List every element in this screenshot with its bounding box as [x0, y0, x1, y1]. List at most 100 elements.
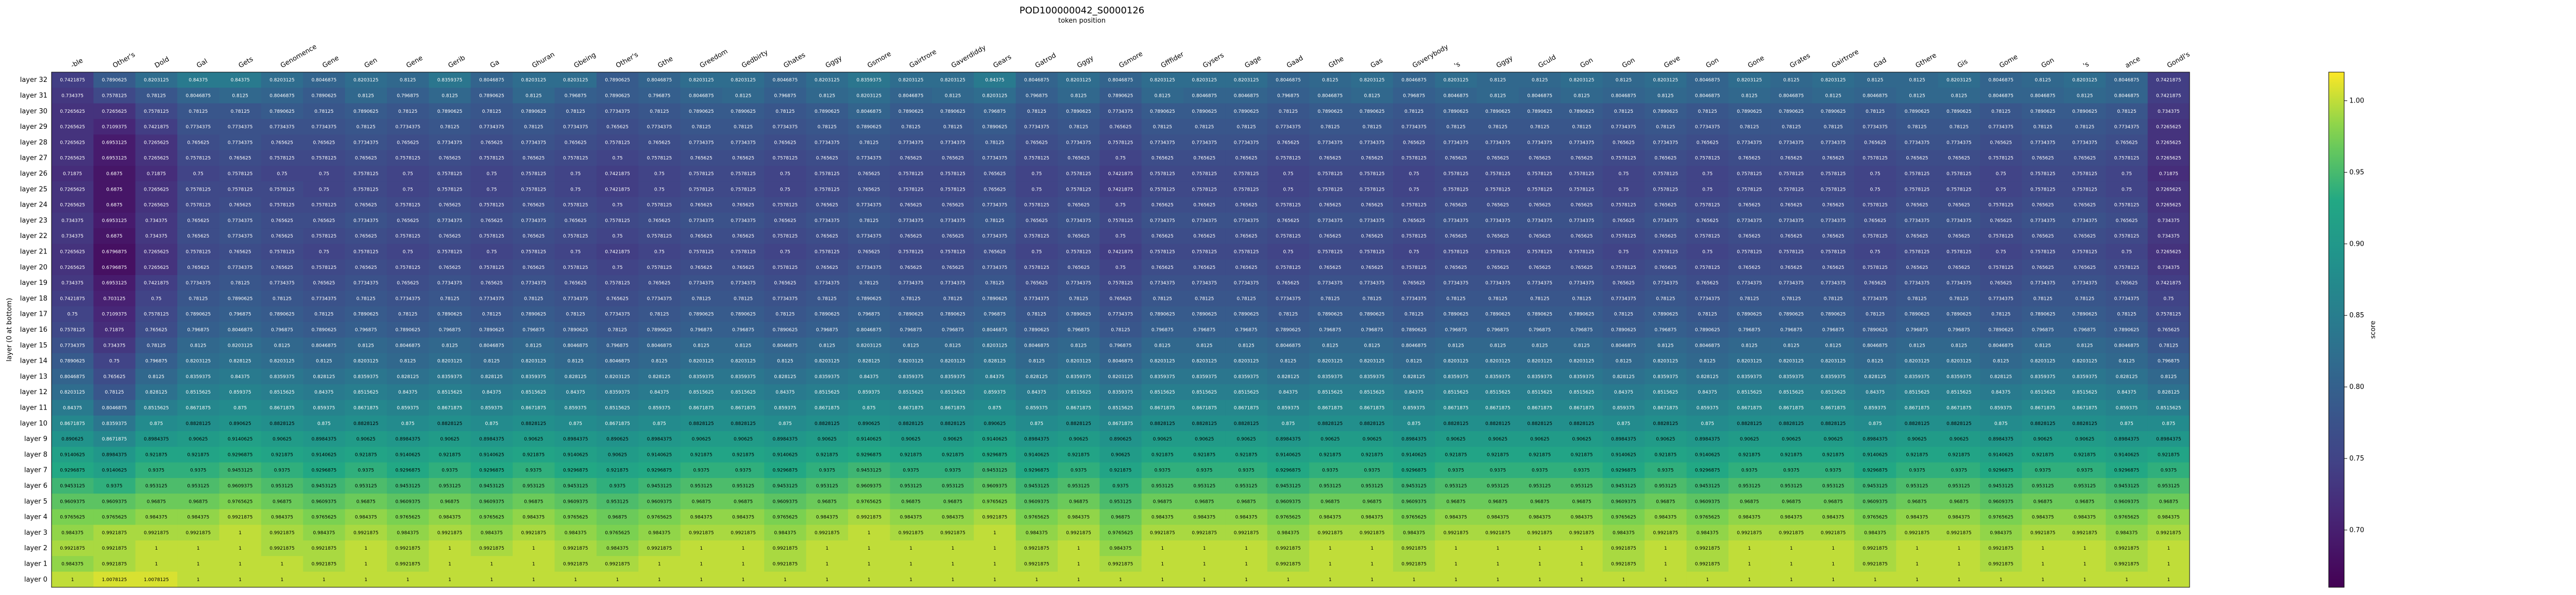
heatmap-cell: [93, 103, 136, 120]
cell-value-label: 0.75: [613, 203, 623, 208]
y-tick-label: layer 27: [20, 155, 47, 162]
cell-value-label: 0.7578125: [353, 249, 379, 254]
cell-value-label: 0.78125: [859, 281, 878, 286]
cell-value-label: 0.8828125: [731, 421, 756, 427]
cell-value-label: 0.7734375: [982, 156, 1008, 161]
heatmap-cell: [177, 197, 219, 213]
cell-value-label: 0.78125: [1446, 125, 1465, 130]
cell-value-label: 0.7578125: [312, 156, 337, 161]
cell-value-label: 0.8203125: [815, 78, 840, 83]
cell-value-label: 0.7734375: [1108, 109, 1133, 114]
cell-value-label: 0.7578125: [144, 312, 169, 317]
cell-value-label: 0.8125: [484, 359, 500, 364]
cell-value-label: 0.8671875: [605, 421, 630, 427]
heatmap-cell: [931, 228, 974, 244]
heatmap-cell: [596, 72, 639, 88]
y-tick-label: layer 14: [20, 358, 47, 365]
cell-value-label: 0.765625: [271, 265, 293, 270]
cell-value-label: 0.7734375: [228, 140, 253, 145]
cell-value-label: 0.8203125: [982, 343, 1008, 348]
heatmap-cell: [890, 181, 933, 197]
cell-value-label: 0.859375: [1613, 406, 1635, 411]
heatmap-cell: [1435, 88, 1478, 104]
heatmap-cell: [1602, 88, 1645, 104]
cell-value-label: 0.7578125: [1527, 249, 1552, 254]
cell-value-label: 0.9921875: [1024, 562, 1049, 567]
cell-value-label: 0.7734375: [563, 296, 588, 301]
heatmap-cell: [1393, 150, 1435, 166]
cell-value-label: 0.921875: [439, 452, 461, 457]
heatmap-cell: [261, 103, 303, 120]
heatmap-cell: [52, 212, 94, 229]
cell-value-label: 0.8515625: [1737, 390, 1762, 395]
cell-value-label: 0.7578125: [2030, 172, 2056, 177]
heatmap-cell: [2022, 197, 2064, 213]
cell-value-label: 0.7734375: [1360, 281, 1385, 286]
cell-value-label: 0.7890625: [1108, 93, 1133, 98]
cell-value-label: 0.984375: [355, 515, 377, 520]
cell-value-label: 0.9140625: [479, 452, 504, 457]
cell-value-label: 0.8203125: [899, 359, 924, 364]
cell-value-label: 0.859375: [397, 406, 419, 411]
cell-value-label: 0.84375: [859, 375, 878, 380]
x-tick-label: Gysers: [1201, 52, 1225, 70]
cell-value-label: 0.7578125: [1527, 187, 1552, 192]
cell-value-label: 0.75: [1115, 265, 1126, 270]
cell-value-label: 0.7578125: [1360, 172, 1385, 177]
cell-value-label: 0.8203125: [1569, 359, 1595, 364]
cell-value-label: 0.765625: [606, 125, 629, 130]
heatmap-cell: [1854, 197, 1896, 213]
cell-value-label: 0.9921875: [1360, 531, 1385, 536]
heatmap-cell: [848, 72, 890, 88]
cell-value-label: 0.953125: [1110, 499, 1132, 504]
cell-value-label: 0.7734375: [2030, 281, 2056, 286]
cell-value-label: 0.7890625: [1569, 109, 1595, 114]
cell-value-label: 0.765625: [439, 265, 461, 270]
cell-value-label: 0.8828125: [1485, 421, 1511, 427]
cell-value-label: 0.9375: [358, 468, 375, 473]
cell-value-label: 0.7890625: [1276, 328, 1301, 333]
cell-value-label: 0.7734375: [228, 125, 253, 130]
cell-value-label: 0.9921875: [312, 562, 337, 567]
cell-value-label: 0.9921875: [1024, 546, 1049, 551]
cell-value-label: 0.7578125: [1862, 203, 1888, 208]
heatmap-cell: [680, 134, 723, 151]
heatmap-cell: [1393, 134, 1435, 151]
cell-value-label: 0.796875: [858, 312, 880, 317]
cell-value-label: 0.7890625: [269, 109, 295, 114]
cell-value-label: 0.8203125: [1318, 359, 1343, 364]
cell-value-label: 0.8515625: [940, 390, 965, 395]
cell-value-label: 0.765625: [2074, 265, 2096, 270]
heatmap-cell: [2063, 134, 2106, 151]
cell-value-label: 1: [909, 577, 912, 583]
cell-value-label: 0.8125: [1155, 93, 1171, 98]
cell-value-label: 0.8671875: [1066, 406, 1091, 411]
heatmap-cell: [1057, 103, 1100, 120]
heatmap-cell: [1896, 118, 1939, 135]
cell-value-label: 0.8828125: [1779, 421, 1804, 427]
cell-value-label: 0.7578125: [1988, 265, 2013, 270]
cell-value-label: 1.0078125: [144, 577, 169, 583]
cell-value-label: 0.765625: [1193, 234, 1215, 239]
heatmap-cell: [931, 165, 974, 182]
cell-value-label: 0.8515625: [1946, 390, 1972, 395]
cell-value-label: 0.7734375: [899, 218, 924, 224]
heatmap-cell: [303, 150, 346, 166]
cell-value-label: 0.7734375: [1569, 140, 1595, 145]
cell-value-label: 0.7890625: [1821, 109, 1846, 114]
cell-value-label: 0.765625: [1738, 265, 1760, 270]
heatmap-cell: [513, 165, 555, 182]
cell-value-label: 0.796875: [1654, 328, 1676, 333]
cell-value-label: 0.8359375: [1821, 375, 1846, 380]
heatmap-cell: [1645, 181, 1687, 197]
cell-value-label: 0.7265625: [60, 140, 85, 145]
cell-value-label: 0.7578125: [1569, 249, 1595, 254]
heatmap-cell: [52, 197, 94, 213]
cell-value-label: 0.765625: [1822, 234, 1844, 239]
cell-value-label: 0.7890625: [353, 109, 379, 114]
heatmap-cell: [429, 134, 471, 151]
heatmap-cell: [764, 134, 807, 151]
cell-value-label: 0.78125: [818, 125, 837, 130]
cell-value-label: 0.9609375: [982, 484, 1008, 489]
cell-value-label: 0.8046875: [1276, 78, 1301, 83]
